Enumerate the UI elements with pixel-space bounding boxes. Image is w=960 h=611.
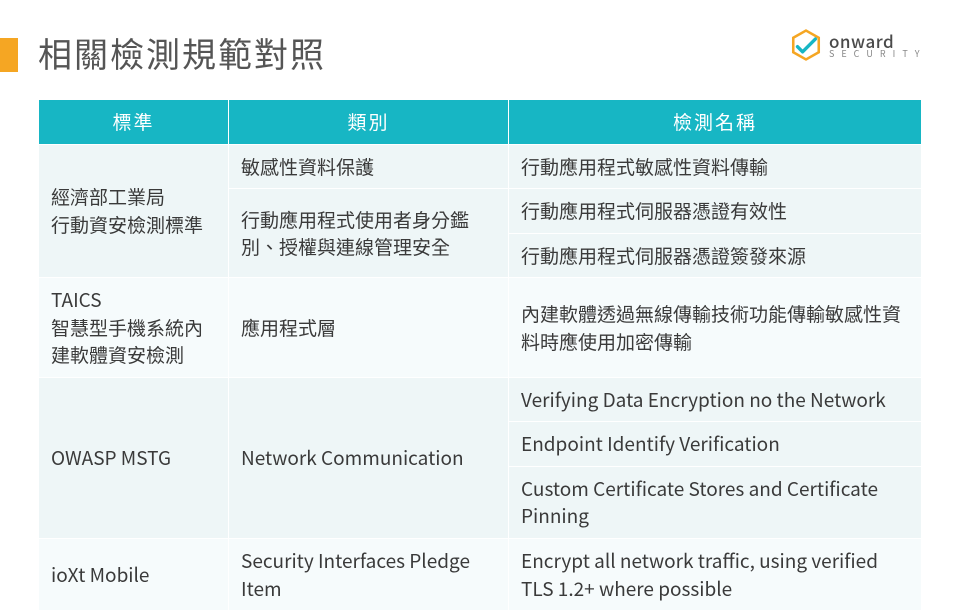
- col-name: 檢測名稱: [509, 100, 922, 145]
- cell-name: 內建軟體透過無線傳輸技術功能傳輸敏感性資料時應使用加密傳輸: [509, 278, 922, 378]
- cell-standard: ioXt Mobile: [39, 539, 229, 611]
- cell-category: Security Interfaces Pledge Item: [229, 539, 509, 611]
- cell-standard: 經濟部工業局行動資安檢測標準: [39, 144, 229, 278]
- cell-category: 敏感性資料保護: [229, 144, 509, 189]
- table-row: ioXt Mobile Security Interfaces Pledge I…: [39, 539, 922, 611]
- brand-sub: S E C U R I T Y: [829, 49, 922, 58]
- table-row: TAICS智慧型手機系統內建軟體資安檢測 應用程式層 內建軟體透過無線傳輸技術功…: [39, 278, 922, 378]
- brand-logo: onward S E C U R I T Y: [789, 28, 922, 62]
- cell-category: Network Communication: [229, 377, 509, 538]
- cell-name: Encrypt all network traffic, using verif…: [509, 539, 922, 611]
- cell-standard: TAICS智慧型手機系統內建軟體資安檢測: [39, 278, 229, 378]
- standards-table: 標準 類別 檢測名稱 經濟部工業局行動資安檢測標準 敏感性資料保護 行動應用程式…: [38, 99, 922, 611]
- cell-name: 行動應用程式伺服器憑證有效性: [509, 189, 922, 234]
- table-row: OWASP MSTG Network Communication Verifyi…: [39, 377, 922, 422]
- table-header-row: 標準 類別 檢測名稱: [39, 100, 922, 145]
- cell-name: Verifying Data Encryption no the Network: [509, 377, 922, 422]
- col-standard: 標準: [39, 100, 229, 145]
- cell-name: Custom Certificate Stores and Certificat…: [509, 466, 922, 538]
- cell-standard: OWASP MSTG: [39, 377, 229, 538]
- accent-bar: [0, 38, 18, 72]
- cell-category: 行動應用程式使用者身分鑑別、授權與連線管理安全: [229, 189, 509, 278]
- cell-category: 應用程式層: [229, 278, 509, 378]
- brand-text: onward S E C U R I T Y: [829, 32, 922, 58]
- hexagon-icon: [789, 28, 823, 62]
- table-row: 經濟部工業局行動資安檢測標準 敏感性資料保護 行動應用程式敏感性資料傳輸: [39, 144, 922, 189]
- cell-name: Endpoint Identify Verification: [509, 422, 922, 467]
- cell-name: 行動應用程式敏感性資料傳輸: [509, 144, 922, 189]
- slide: 相關檢測規範對照 onward S E C U R I T Y 標準 類別 檢測…: [0, 0, 960, 525]
- col-category: 類別: [229, 100, 509, 145]
- cell-name: 行動應用程式伺服器憑證簽發來源: [509, 233, 922, 278]
